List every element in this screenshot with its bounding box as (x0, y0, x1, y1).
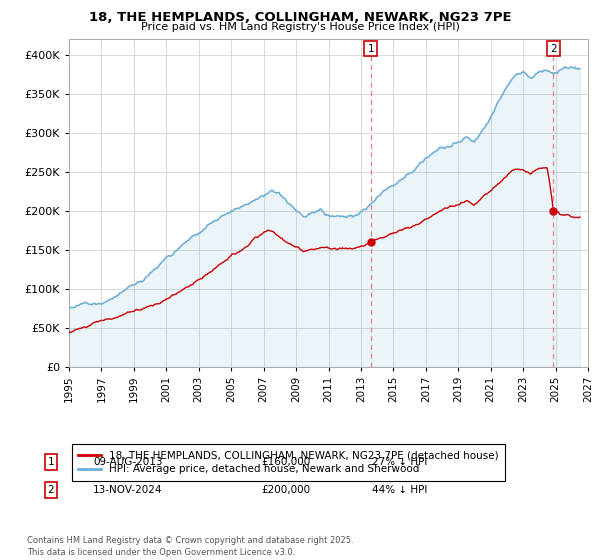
Text: 13-NOV-2024: 13-NOV-2024 (93, 485, 163, 495)
Legend: 18, THE HEMPLANDS, COLLINGHAM, NEWARK, NG23 7PE (detached house), HPI: Average p: 18, THE HEMPLANDS, COLLINGHAM, NEWARK, N… (71, 444, 505, 480)
Text: 1: 1 (47, 457, 55, 467)
Text: 1: 1 (367, 44, 374, 54)
Text: 44% ↓ HPI: 44% ↓ HPI (372, 485, 427, 495)
Text: 27% ↓ HPI: 27% ↓ HPI (372, 457, 427, 467)
Text: 2: 2 (550, 44, 557, 54)
Text: £160,000: £160,000 (261, 457, 310, 467)
Text: Contains HM Land Registry data © Crown copyright and database right 2025.
This d: Contains HM Land Registry data © Crown c… (27, 536, 353, 557)
Text: 2: 2 (47, 485, 55, 495)
Text: Price paid vs. HM Land Registry's House Price Index (HPI): Price paid vs. HM Land Registry's House … (140, 22, 460, 32)
Text: 18, THE HEMPLANDS, COLLINGHAM, NEWARK, NG23 7PE: 18, THE HEMPLANDS, COLLINGHAM, NEWARK, N… (89, 11, 511, 24)
Text: 09-AUG-2013: 09-AUG-2013 (93, 457, 163, 467)
Text: £200,000: £200,000 (261, 485, 310, 495)
